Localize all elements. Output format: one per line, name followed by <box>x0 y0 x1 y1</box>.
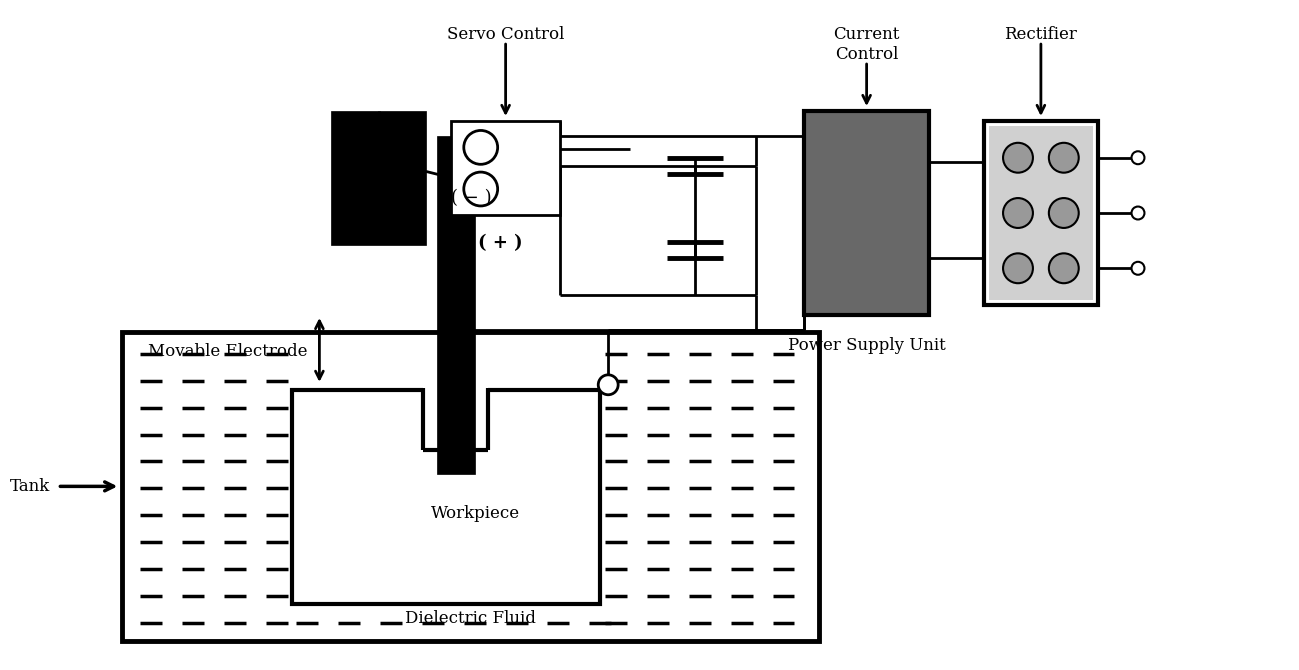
Circle shape <box>1131 151 1144 164</box>
Text: ( − ): ( − ) <box>451 190 491 207</box>
Circle shape <box>1131 262 1144 275</box>
Text: ( + ): ( + ) <box>478 234 523 253</box>
Bar <box>122 332 820 641</box>
Circle shape <box>1003 143 1033 173</box>
Circle shape <box>1048 198 1078 228</box>
Bar <box>451 121 560 216</box>
Bar <box>331 111 426 245</box>
Circle shape <box>1048 253 1078 283</box>
Circle shape <box>464 172 498 206</box>
Text: Movable Electrode: Movable Electrode <box>148 344 308 360</box>
Text: Rectifier: Rectifier <box>1004 26 1077 44</box>
Bar <box>291 390 600 604</box>
Bar <box>983 121 1098 305</box>
Bar <box>804 111 929 315</box>
Circle shape <box>1003 253 1033 283</box>
Bar <box>423 380 488 395</box>
Text: Dielectric Fluid: Dielectric Fluid <box>405 610 536 627</box>
Circle shape <box>599 375 618 395</box>
Bar <box>989 126 1094 300</box>
Text: Workpiece: Workpiece <box>431 505 521 523</box>
Circle shape <box>1131 206 1144 220</box>
Text: Tank: Tank <box>10 478 51 495</box>
Text: Power Supply Unit: Power Supply Unit <box>787 337 946 354</box>
Circle shape <box>464 131 498 164</box>
Circle shape <box>1003 198 1033 228</box>
Text: Current
Control: Current Control <box>834 26 900 63</box>
Circle shape <box>1048 143 1078 173</box>
Bar <box>436 136 474 474</box>
Text: Servo Control: Servo Control <box>447 26 564 44</box>
